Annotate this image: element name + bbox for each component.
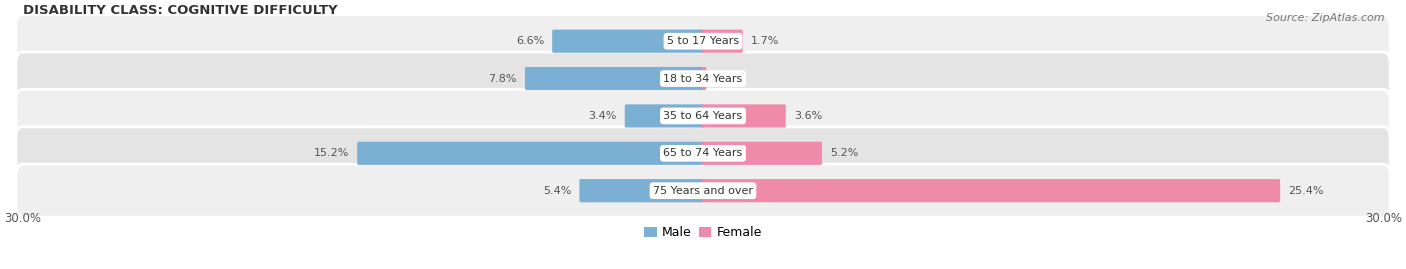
Text: 35 to 64 Years: 35 to 64 Years	[664, 111, 742, 121]
Text: 5.2%: 5.2%	[830, 148, 859, 158]
Text: 7.8%: 7.8%	[488, 73, 517, 84]
FancyBboxPatch shape	[15, 15, 1391, 68]
Text: DISABILITY CLASS: COGNITIVE DIFFICULTY: DISABILITY CLASS: COGNITIVE DIFFICULTY	[22, 4, 337, 17]
Text: 5 to 17 Years: 5 to 17 Years	[666, 36, 740, 46]
Text: 75 Years and over: 75 Years and over	[652, 186, 754, 196]
Text: 65 to 74 Years: 65 to 74 Years	[664, 148, 742, 158]
FancyBboxPatch shape	[15, 52, 1391, 105]
Text: 3.4%: 3.4%	[589, 111, 617, 121]
FancyBboxPatch shape	[702, 30, 742, 53]
FancyBboxPatch shape	[702, 67, 706, 90]
FancyBboxPatch shape	[702, 179, 1279, 202]
FancyBboxPatch shape	[357, 142, 704, 165]
FancyBboxPatch shape	[15, 164, 1391, 217]
Text: Source: ZipAtlas.com: Source: ZipAtlas.com	[1267, 13, 1385, 23]
FancyBboxPatch shape	[624, 104, 704, 128]
FancyBboxPatch shape	[15, 89, 1391, 143]
Text: 6.6%: 6.6%	[516, 36, 544, 46]
Text: 25.4%: 25.4%	[1288, 186, 1323, 196]
FancyBboxPatch shape	[524, 67, 704, 90]
FancyBboxPatch shape	[702, 142, 823, 165]
FancyBboxPatch shape	[553, 30, 704, 53]
Text: 18 to 34 Years: 18 to 34 Years	[664, 73, 742, 84]
Legend: Male, Female: Male, Female	[640, 221, 766, 244]
Text: 3.6%: 3.6%	[794, 111, 823, 121]
Text: 15.2%: 15.2%	[314, 148, 349, 158]
Text: 5.4%: 5.4%	[543, 186, 571, 196]
Text: 0.1%: 0.1%	[714, 73, 742, 84]
FancyBboxPatch shape	[15, 127, 1391, 180]
FancyBboxPatch shape	[702, 104, 786, 128]
FancyBboxPatch shape	[579, 179, 704, 202]
Text: 1.7%: 1.7%	[751, 36, 779, 46]
